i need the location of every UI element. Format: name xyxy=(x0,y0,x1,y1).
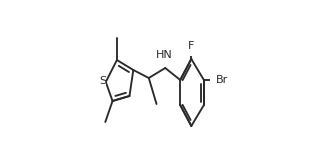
Text: Br: Br xyxy=(216,75,228,85)
Text: F: F xyxy=(188,41,194,51)
Text: S: S xyxy=(99,76,107,86)
Text: HN: HN xyxy=(156,50,172,60)
